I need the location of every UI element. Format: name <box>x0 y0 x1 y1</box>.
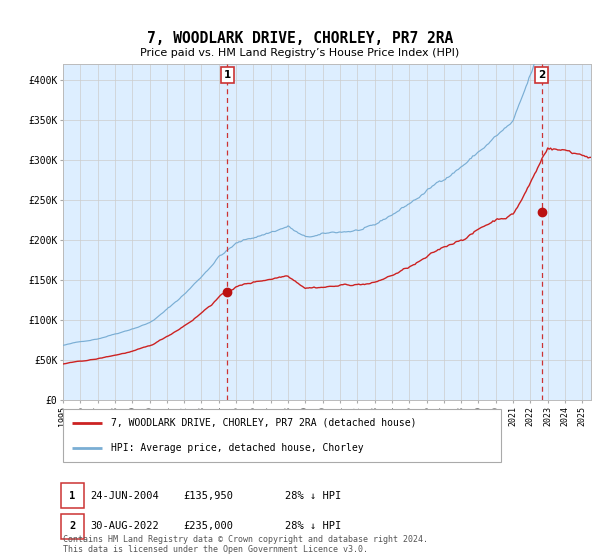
Text: 30-AUG-2022: 30-AUG-2022 <box>90 521 159 531</box>
Text: 7, WOODLARK DRIVE, CHORLEY, PR7 2RA: 7, WOODLARK DRIVE, CHORLEY, PR7 2RA <box>147 31 453 46</box>
Text: 7, WOODLARK DRIVE, CHORLEY, PR7 2RA (detached house): 7, WOODLARK DRIVE, CHORLEY, PR7 2RA (det… <box>111 418 416 428</box>
Text: Contains HM Land Registry data © Crown copyright and database right 2024.
This d: Contains HM Land Registry data © Crown c… <box>63 535 428 554</box>
Text: £235,000: £235,000 <box>183 521 233 531</box>
Text: £135,950: £135,950 <box>183 491 233 501</box>
Text: 2: 2 <box>538 70 545 80</box>
Text: Price paid vs. HM Land Registry’s House Price Index (HPI): Price paid vs. HM Land Registry’s House … <box>140 48 460 58</box>
Text: 1: 1 <box>70 491 76 501</box>
Text: 28% ↓ HPI: 28% ↓ HPI <box>285 491 341 501</box>
FancyBboxPatch shape <box>63 409 501 462</box>
Text: 2: 2 <box>70 521 76 531</box>
Text: 28% ↓ HPI: 28% ↓ HPI <box>285 521 341 531</box>
Text: 24-JUN-2004: 24-JUN-2004 <box>90 491 159 501</box>
Text: HPI: Average price, detached house, Chorley: HPI: Average price, detached house, Chor… <box>111 443 364 453</box>
Text: 1: 1 <box>223 70 231 80</box>
